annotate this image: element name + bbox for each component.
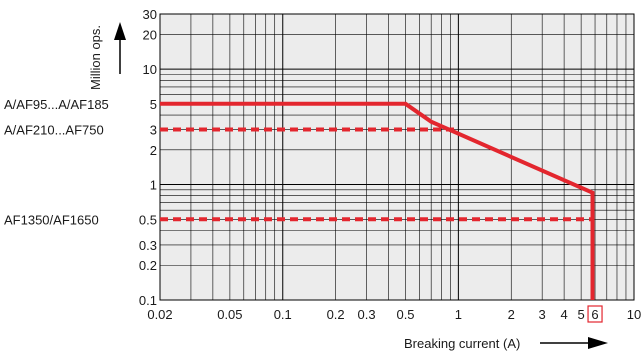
x-tick-label: 0.1	[274, 307, 292, 322]
series-label: A/AF210...AF750	[4, 122, 104, 137]
x-tick-label: 1	[455, 307, 462, 322]
series-layer	[160, 101, 595, 300]
series-label: A/AF95...A/AF185	[4, 97, 109, 112]
x-tick-label: 2	[508, 307, 515, 322]
y-tick-label: 0.3	[139, 238, 157, 253]
x-tick-label: 4	[560, 307, 567, 322]
x-tick-label: 3	[539, 307, 546, 322]
x-tick-label: 10	[627, 307, 641, 322]
series-line-1	[160, 101, 595, 300]
y-tick-label: 3	[150, 122, 157, 137]
y-tick-label: 2	[150, 143, 157, 158]
y-tick-label: 0.1	[139, 293, 157, 308]
y-tick-label: 10	[143, 62, 157, 77]
x-tick-label: 6	[591, 307, 598, 322]
y-tick-label: 30	[143, 7, 157, 22]
x-axis-arrow-icon	[540, 337, 608, 349]
plot-frame	[159, 13, 635, 301]
y-axis-title: Million ops.	[88, 25, 103, 90]
series-labels: A/AF95...A/AF185 A/AF210...AF750 AF1350/AF…	[4, 97, 109, 227]
x-tick-highlight-box	[587, 305, 603, 323]
x-tick-label: 0.02	[147, 307, 172, 322]
series-label: AF1350/AF1650	[4, 212, 99, 227]
x-tick-labels: 0.02 0.05 0.1 0.2 0.3 0.5 1 2 3 4 5 6 10	[147, 305, 641, 323]
plot-background	[160, 14, 634, 300]
x-tick-label: 0.05	[217, 307, 242, 322]
y-tick-label: 5	[150, 97, 157, 112]
y-tick-label: 0.5	[139, 212, 157, 227]
y-tick-label: 20	[143, 27, 157, 42]
x-tick-label: 5	[578, 307, 585, 322]
y-axis-arrow-icon	[114, 22, 126, 74]
x-tick-label: 0.2	[327, 307, 345, 322]
y-tick-label: 0.2	[139, 258, 157, 273]
y-tick-label: 1	[150, 178, 157, 193]
x-tick-label: 0.3	[358, 307, 376, 322]
x-tick-label: 0.5	[396, 307, 414, 322]
y-tick-labels: 0.1 0.2 0.3 0.5 1 2 3 5 10 20 30	[139, 7, 157, 308]
x-axis-title: Breaking current (A)	[404, 336, 520, 351]
